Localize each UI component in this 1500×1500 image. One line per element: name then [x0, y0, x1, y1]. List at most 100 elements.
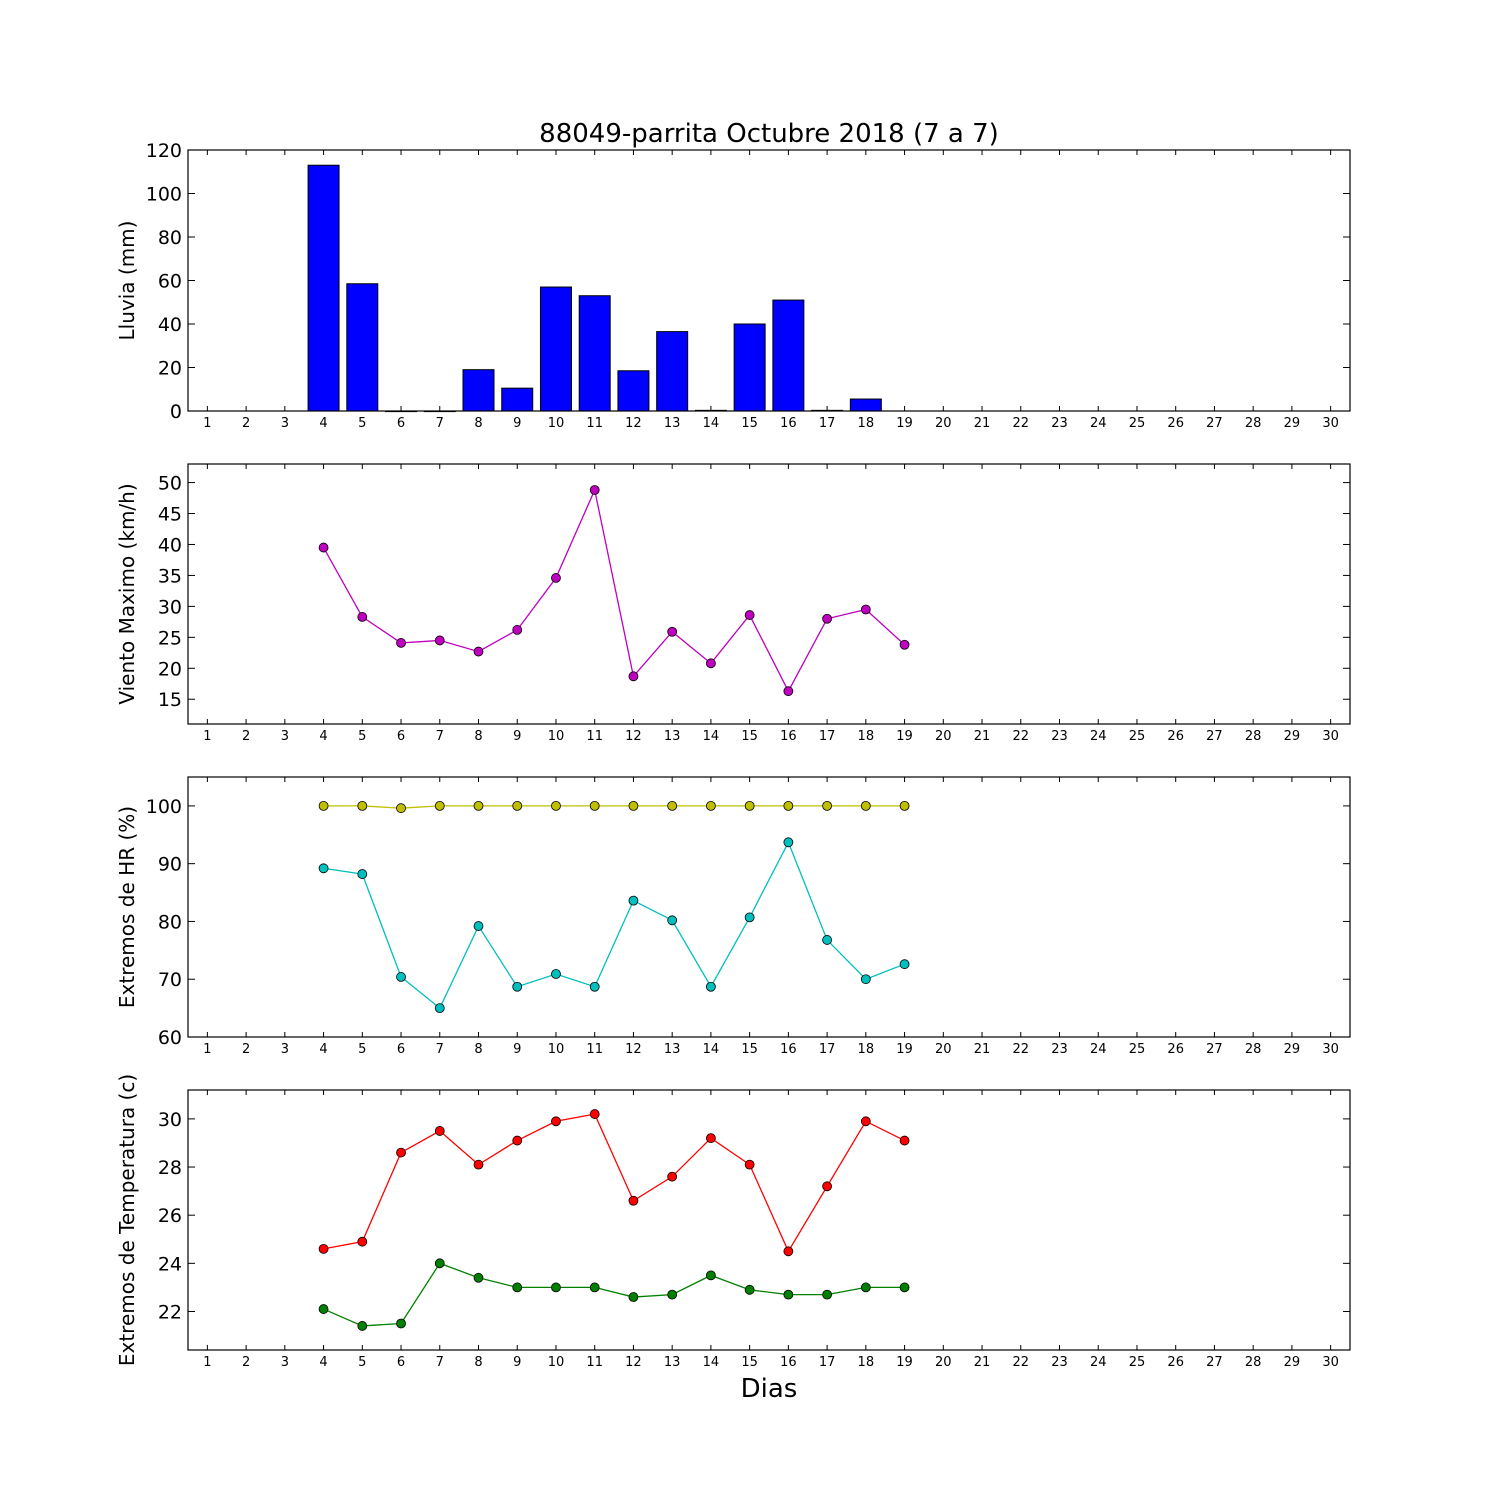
wind-y-tick-label: 35: [158, 565, 182, 587]
temperature-x-tick-label: 5: [358, 1355, 366, 1370]
rain-x-tick-label: 8: [474, 416, 482, 431]
temperature-point: [667, 1171, 678, 1182]
humidity-y-tick-label: 60: [158, 1027, 182, 1049]
rain-y-tick-label: 0: [170, 401, 182, 423]
rain-x-tick-label: 7: [436, 416, 444, 431]
rain-x-tick-label: 20: [935, 416, 952, 431]
temperature-x-tick-label: 15: [741, 1355, 758, 1370]
rain-bar: [656, 331, 689, 412]
temperature-plot-frame: [187, 1089, 1351, 1351]
temperature-x-tick-label: 16: [780, 1355, 797, 1370]
wind-x-tick-label: 17: [819, 729, 836, 744]
temperature-x-tick-label: 12: [625, 1355, 642, 1370]
humidity-y-tick-label: 100: [146, 796, 182, 818]
temperature-y-tick-label: 22: [158, 1301, 182, 1323]
humidity-point: [357, 800, 368, 811]
rain-y-tick-label: 20: [158, 358, 182, 380]
wind-point: [706, 658, 716, 669]
humidity-point: [396, 803, 406, 814]
temperature-y-tick-label: 28: [158, 1157, 182, 1179]
temperature-x-tick-label: 10: [548, 1355, 565, 1370]
temperature-point: [551, 1282, 561, 1293]
temperature-series-line: [323, 1113, 905, 1253]
rain-y-tick-label: 80: [158, 227, 182, 249]
temperature-x-tick-label: 8: [474, 1355, 482, 1370]
rain-bar: [346, 283, 379, 412]
temperature-x-tick-label: 19: [896, 1355, 913, 1370]
rain-x-tick-label: 6: [397, 416, 405, 431]
humidity-point: [667, 800, 678, 811]
humidity-x-tick-label: 30: [1322, 1042, 1339, 1057]
temperature-point: [473, 1159, 484, 1170]
rain-x-tick-label: 19: [896, 416, 913, 431]
temperature-point: [783, 1289, 794, 1300]
rain-y-tick-label: 60: [158, 271, 182, 293]
humidity-point: [706, 800, 716, 811]
humidity-x-tick-label: 19: [896, 1042, 913, 1057]
wind-series-line: [322, 487, 906, 693]
humidity-x-tick-label: 29: [1284, 1042, 1301, 1057]
wind-x-tick-label: 23: [1051, 729, 1068, 744]
rain-bar: [539, 286, 572, 412]
temperature-point: [744, 1284, 755, 1295]
wind-x-tick-label: 10: [548, 729, 565, 744]
rain-x-tick-label: 28: [1245, 416, 1262, 431]
temperature-x-tick-label: 11: [586, 1355, 603, 1370]
rain-x-tick-label: 12: [625, 416, 642, 431]
wind-x-tick-label: 8: [474, 729, 482, 744]
wind-point: [744, 610, 755, 620]
humidity-point: [318, 863, 329, 874]
wind-x-tick-label: 26: [1167, 729, 1184, 744]
rain-y-tick-label: 40: [158, 314, 182, 336]
rain-x-tick-label: 9: [513, 416, 521, 431]
temperature-point: [357, 1321, 368, 1331]
humidity-x-tick-label: 20: [935, 1042, 952, 1057]
temperature-point: [822, 1289, 832, 1300]
rain-x-tick-label: 13: [664, 416, 681, 431]
wind-y-tick-label: 40: [158, 534, 182, 556]
rain-x-tick-label: 17: [819, 416, 836, 431]
humidity-x-tick-label: 3: [281, 1042, 289, 1057]
humidity-x-tick-label: 23: [1051, 1042, 1068, 1057]
temperature-point: [396, 1318, 406, 1329]
rain-y-axis-label: Lluvia (mm): [115, 221, 139, 341]
humidity-point: [899, 959, 910, 970]
wind-y-tick-label: 20: [158, 658, 182, 680]
rain-x-tick-label: 29: [1284, 416, 1301, 431]
temperature-x-tick-label: 2: [242, 1355, 250, 1370]
rain-x-tick-label: 2: [242, 416, 250, 431]
wind-plot-frame: [187, 463, 1351, 725]
temperature-x-tick-label: 25: [1129, 1355, 1146, 1370]
wind-point: [589, 485, 600, 495]
temperature-point: [589, 1109, 600, 1119]
humidity-y-tick-label: 70: [158, 969, 182, 991]
temperature-point: [589, 1282, 600, 1293]
humidity-point: [628, 800, 639, 811]
humidity-series-line: [323, 840, 905, 1010]
humidity-x-tick-label: 2: [242, 1042, 250, 1057]
wind-x-tick-label: 14: [703, 729, 720, 744]
rain-x-tick-label: 10: [548, 416, 565, 431]
temperature-point: [860, 1282, 871, 1293]
rain-x-tick-label: 4: [319, 416, 327, 431]
humidity-y-axis-label: Extremos de HR (%): [115, 806, 139, 1008]
humidity-x-tick-label: 5: [358, 1042, 366, 1057]
rain-x-tick-label: 23: [1051, 416, 1068, 431]
humidity-x-tick-label: 13: [664, 1042, 681, 1057]
temperature-x-tick-label: 30: [1322, 1355, 1339, 1370]
humidity-x-tick-label: 16: [780, 1042, 797, 1057]
humidity-point: [473, 800, 484, 811]
rain-plot-frame: [187, 149, 1351, 412]
rain-x-tick-label: 26: [1167, 416, 1184, 431]
rain-x-tick-label: 3: [281, 416, 289, 431]
humidity-y-tick-label: 90: [158, 854, 182, 876]
temperature-x-tick-label: 28: [1245, 1355, 1262, 1370]
x-axis-label: Dias: [741, 1374, 798, 1404]
wind-x-tick-label: 22: [1012, 729, 1029, 744]
rain-bar: [462, 369, 495, 412]
temperature-x-tick-label: 20: [935, 1355, 952, 1370]
rain-bar: [501, 387, 534, 412]
temperature-x-tick-label: 9: [513, 1355, 521, 1370]
wind-x-tick-label: 29: [1284, 729, 1301, 744]
